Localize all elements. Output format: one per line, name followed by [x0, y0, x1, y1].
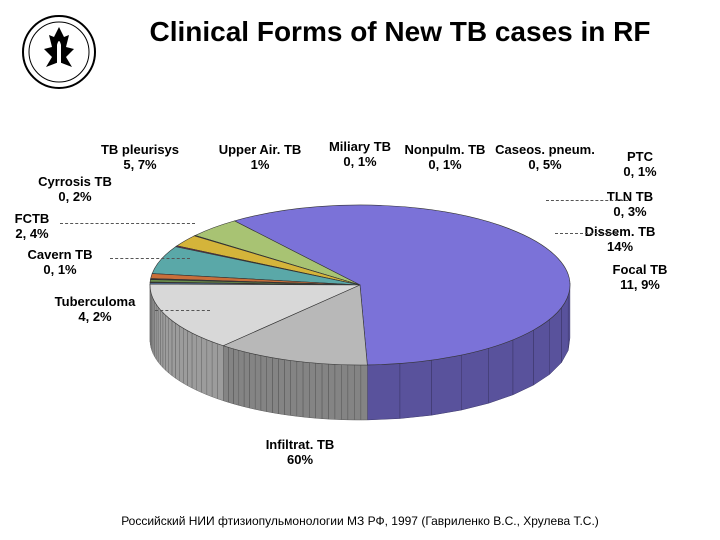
slice-label: TLN TB 0, 3%: [580, 190, 680, 220]
leader-line: [155, 310, 210, 311]
leader-line: [60, 223, 195, 224]
slice-label: Focal TB 11, 9%: [590, 263, 690, 293]
leader-line: [546, 200, 628, 201]
pie-chart: [130, 185, 590, 445]
slice-label: Dissem. TB 14%: [570, 225, 670, 255]
slice-label: Caseos. pneum. 0, 5%: [495, 143, 595, 173]
slide: Clinical Forms of New TB cases in RF Inf…: [0, 0, 720, 540]
leader-line: [555, 233, 618, 234]
slice-label: Cavern TB 0, 1%: [10, 248, 110, 278]
slice-label: Infiltrat. TB 60%: [250, 438, 350, 468]
source-footer: Российский НИИ фтизиопульмонологии МЗ РФ…: [0, 514, 720, 528]
chart-title: Clinical Forms of New TB cases in RF: [110, 16, 690, 48]
leader-line: [110, 258, 190, 259]
institution-logo: [22, 15, 96, 89]
slice-label: PTC 0, 1%: [590, 150, 690, 180]
slice-label: Tuberculoma 4, 2%: [45, 295, 145, 325]
slice-label: Cyrrosis TB 0, 2%: [25, 175, 125, 205]
slice-label: Nonpulm. TB 0, 1%: [395, 143, 495, 173]
slice-label: FCTB 2, 4%: [0, 212, 82, 242]
slice-label: Upper Air. TB 1%: [210, 143, 310, 173]
slice-label: TB pleurisys 5, 7%: [90, 143, 190, 173]
